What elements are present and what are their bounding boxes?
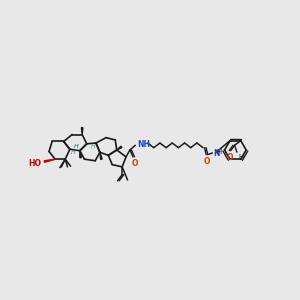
Text: NH: NH [137,140,150,149]
Polygon shape [44,159,55,162]
Text: N: N [213,148,220,158]
Text: H: H [238,154,244,160]
Text: H: H [70,150,75,155]
Text: H: H [216,149,221,155]
Text: H: H [74,144,79,149]
Text: O: O [131,159,138,168]
Polygon shape [81,128,83,135]
Text: H: H [91,144,95,149]
Text: H: H [74,144,78,149]
Text: O: O [227,153,233,162]
Text: O: O [204,157,210,166]
Polygon shape [80,151,81,158]
Polygon shape [100,152,102,159]
Text: HO: HO [28,158,41,167]
Polygon shape [117,146,122,150]
